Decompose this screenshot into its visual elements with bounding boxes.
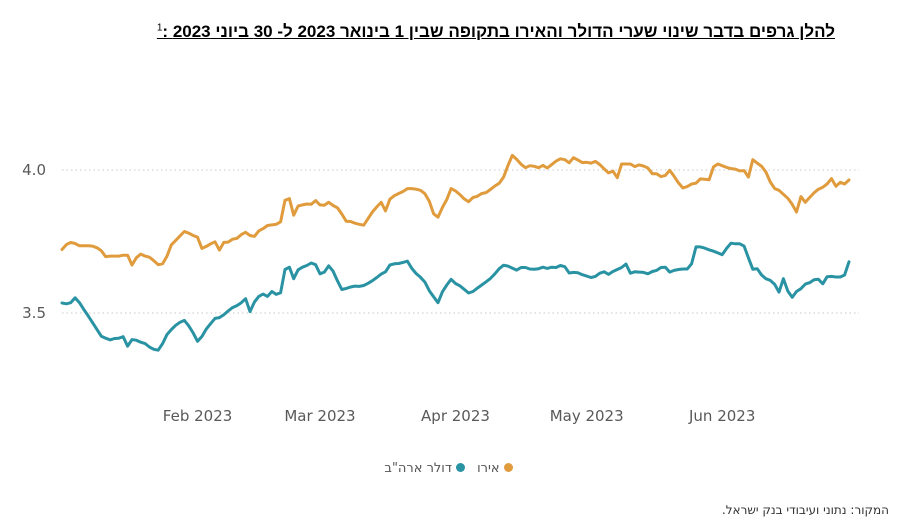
legend-item-euro[interactable]: אירו [477,461,513,476]
series-line-euro[interactable] [60,153,851,267]
y-tick-label: 3.5 [22,304,46,322]
x-tick-label: Mar 2023 [284,407,355,425]
line-chart: 3.5 4.0 Feb 2023 Mar 2023 Apr 2023 May 2023 J… [22,153,859,425]
gridlines [62,169,859,314]
legend-item-usd[interactable]: דולר ארה"ב [384,461,465,476]
y-axis: 3.5 4.0 [22,161,46,322]
x-axis: Feb 2023 Mar 2023 Apr 2023 May 2023 Jun 2023 [163,407,756,425]
legend-label-usd: דולר ארה"ב [384,461,452,476]
legend-label-euro: אירו [477,461,500,476]
source-note: המקור: נתוני ועיבודי בנק ישראל. [721,503,889,517]
series-line-usd[interactable] [60,241,851,352]
x-tick-label: Feb 2023 [163,407,233,425]
x-tick-label: May 2023 [550,407,624,425]
legend-marker-usd [455,463,465,472]
x-tick-label: Apr 2023 [421,407,490,425]
title-text: להלן גרפים בדבר שינוי שערי הדולר והאירו … [162,22,835,41]
legend-marker-euro [503,463,513,472]
legend: אירו דולר ארה"ב [0,461,897,476]
title-footnote: 1 [156,22,163,34]
series-lines [60,153,851,352]
y-tick-label: 4.0 [22,161,46,179]
chart-title: להלן גרפים בדבר שינוי שערי הדולר והאירו … [157,22,835,42]
x-tick-label: Jun 2023 [688,407,755,425]
